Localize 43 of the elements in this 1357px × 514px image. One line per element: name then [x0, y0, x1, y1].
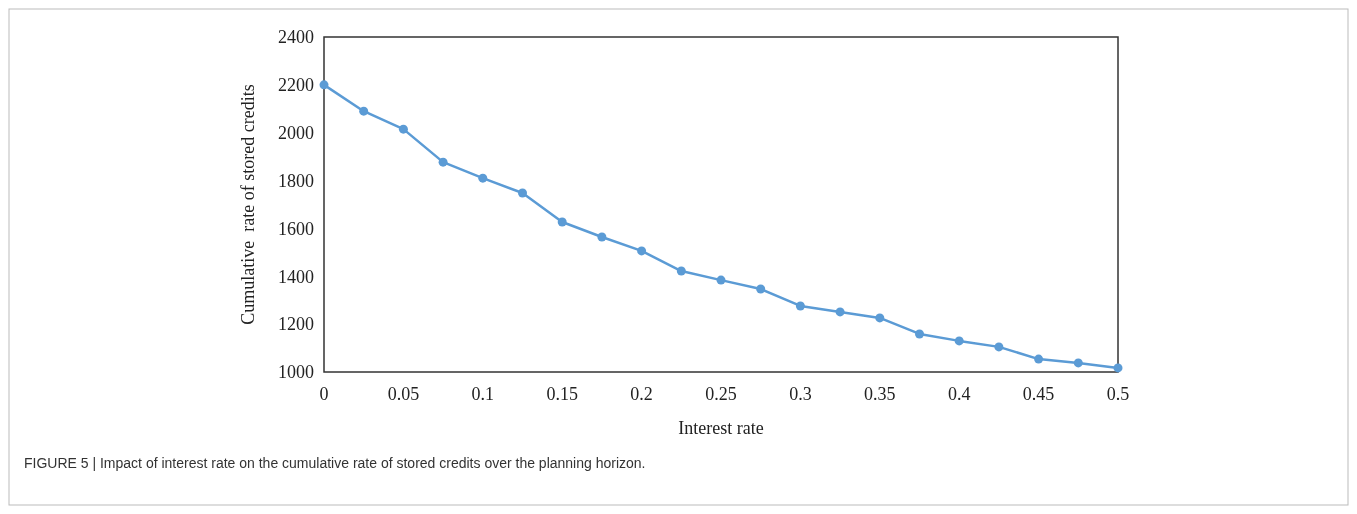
y-tick-label: 1000 [278, 362, 314, 383]
point [398, 124, 408, 134]
y-tick-label: 1600 [278, 218, 314, 239]
x-tick-label: 0.2 [630, 384, 653, 404]
point [597, 232, 607, 242]
x-tick-label: 0.1 [471, 384, 495, 404]
y-tick-label: 2400 [278, 27, 314, 48]
point [994, 342, 1004, 352]
point [1073, 358, 1083, 368]
point [676, 266, 686, 276]
point [1113, 363, 1123, 373]
y-axis-title: Cumulative rate of stored credits [238, 84, 258, 325]
point [359, 106, 369, 116]
point [319, 80, 329, 90]
point [835, 307, 845, 317]
x-tick-label: 0.35 [864, 384, 896, 404]
point [875, 313, 885, 323]
point [1034, 354, 1044, 364]
x-tick-label: 0.4 [947, 384, 971, 404]
point [557, 217, 567, 227]
x-tick-label: 0.45 [1022, 384, 1055, 404]
point [716, 275, 726, 285]
x-tick-label: 0.5 [1106, 384, 1130, 404]
point [478, 173, 488, 183]
x-tick-label: 0.25 [705, 384, 737, 404]
point [915, 329, 924, 339]
point [954, 336, 964, 346]
x-tick-label: 0.05 [387, 384, 420, 404]
x-axis-title: Interest rate [678, 418, 764, 438]
x-tick-label: 0.15 [546, 384, 578, 404]
x-tick-label: 0 [319, 384, 329, 404]
point [637, 246, 647, 256]
y-tick-label: 1800 [278, 170, 314, 191]
y-tick-label: 1400 [278, 266, 314, 287]
point [438, 157, 448, 167]
point [756, 284, 766, 294]
y-tick-label: 2000 [278, 123, 314, 144]
x-tick-label: 0.3 [789, 384, 812, 404]
caption: FIGURE 5 | Impact of interest rate on the cumulative rate of stored credits over the planning horizon. [24, 455, 646, 471]
point [518, 188, 527, 198]
point [795, 301, 805, 311]
y-tick-label: 2200 [278, 75, 314, 96]
y-tick-label: 1200 [278, 314, 314, 335]
